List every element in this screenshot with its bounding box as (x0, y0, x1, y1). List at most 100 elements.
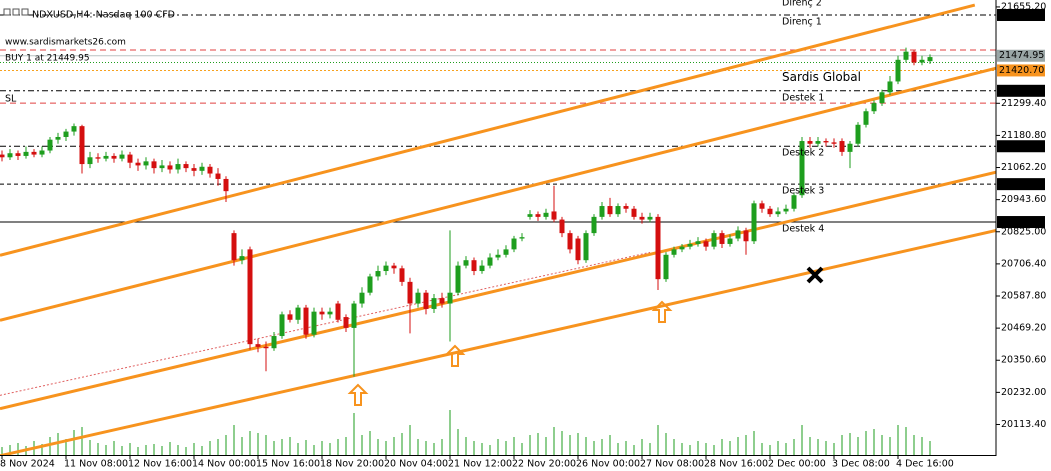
price-box (997, 49, 1045, 62)
candle-body (639, 216, 645, 220)
candle-body (647, 216, 653, 220)
candle-body (127, 154, 133, 163)
candle-body (767, 208, 773, 215)
level-name: Destek 4 (782, 224, 824, 235)
y-tick-label: 20587.80 (1001, 291, 1046, 302)
candle-body (287, 314, 293, 320)
level-name: Destek 2 (782, 148, 824, 159)
candle-body (439, 298, 445, 304)
candle-body (207, 166, 213, 174)
candle-body (727, 238, 733, 244)
candle-body (615, 206, 621, 215)
x-tick-label: 22 Nov 20:00 (512, 459, 576, 470)
candle-body (519, 237, 525, 239)
candle-body (351, 303, 357, 328)
candle-body (15, 153, 21, 156)
candle-body (623, 206, 629, 209)
price-box-label: 21000.88 (999, 179, 1044, 190)
candle-body (791, 195, 797, 209)
order-label: BUY 1 at 21449.95 (5, 54, 90, 64)
x-tick-label: 15 Nov 16:00 (256, 459, 320, 470)
candle-body (703, 241, 709, 247)
x-tick-label: 18 Nov 20:00 (320, 459, 384, 470)
candle-body (927, 57, 933, 62)
candle-body (823, 141, 829, 143)
price-box (997, 178, 1045, 191)
candle-body (159, 165, 165, 169)
candle-body (479, 265, 485, 272)
candle-body (511, 238, 517, 250)
candle-body (151, 161, 157, 169)
y-tick-label: 21299.40 (1001, 98, 1046, 109)
candle-body (391, 265, 397, 269)
candle-body (695, 241, 701, 244)
annotations (347, 266, 824, 406)
level-name: SL (5, 94, 17, 105)
trendline (0, 3, 976, 257)
candle-body (415, 292, 421, 304)
candle-body (23, 151, 29, 156)
candle-body (191, 168, 197, 171)
x-tick-label: 20 Nov 04:00 (384, 459, 448, 470)
candle-body (815, 141, 821, 144)
candle-body (599, 206, 605, 217)
candle-body (839, 141, 845, 152)
cross-mark (806, 266, 824, 284)
y-tick-label: 21180.80 (1001, 130, 1046, 141)
x-tick-label: 11 Nov 08:00 (64, 459, 128, 470)
candle-body (559, 219, 565, 234)
candle-body (375, 271, 381, 277)
candle-body (143, 161, 149, 166)
x-tick-label: 28 Nov 16:00 (704, 459, 768, 470)
candle-body (631, 208, 637, 217)
up-arrow (651, 300, 673, 323)
price-box (997, 140, 1045, 153)
x-tick-label: 14 Nov 00:00 (192, 459, 256, 470)
price-box-label: 21140.82 (999, 141, 1044, 152)
price-box-label: 21420.70 (999, 65, 1044, 76)
price-box (997, 64, 1045, 77)
candle-body (31, 151, 37, 155)
trendline (0, 66, 996, 322)
level-name: Destek 3 (782, 186, 824, 197)
candle-body (455, 265, 461, 293)
candle-body (183, 164, 189, 169)
level-name: Destek 1 (782, 92, 824, 103)
candle-body (47, 139, 53, 151)
candle-body (231, 233, 237, 261)
level-name: Direnç 2 (782, 0, 822, 9)
candle-body (367, 276, 373, 293)
candle-body (0, 154, 5, 158)
watermark: www.sardismarkets26.com (5, 38, 126, 48)
candle-body (911, 51, 917, 63)
candle-body (783, 208, 789, 212)
candle-body (63, 131, 69, 137)
candle-body (863, 111, 869, 125)
candle-body (919, 59, 925, 63)
candle-body (263, 346, 269, 349)
candle-body (383, 265, 389, 272)
candle-body (903, 51, 909, 60)
candle-body (583, 233, 589, 261)
icon (3, 8, 11, 16)
trendline (0, 228, 996, 455)
price-box-label: 21625.39 (999, 10, 1044, 21)
candle-body (471, 260, 477, 272)
candle-body (223, 178, 229, 192)
candle-body (255, 344, 261, 347)
candle-body (879, 92, 885, 104)
candle-body (775, 211, 781, 215)
candle-body (71, 126, 77, 132)
candle-body (607, 206, 613, 215)
up-arrow (347, 383, 369, 406)
candle-body (751, 203, 757, 242)
candle-body (567, 233, 573, 250)
candle-body (335, 303, 341, 320)
candle-body (359, 292, 365, 304)
candle-body (463, 260, 469, 266)
candle-body (215, 173, 221, 179)
candle-body (7, 153, 13, 158)
y-tick-label: 21062.20 (1001, 162, 1046, 173)
candle-body (855, 124, 861, 144)
